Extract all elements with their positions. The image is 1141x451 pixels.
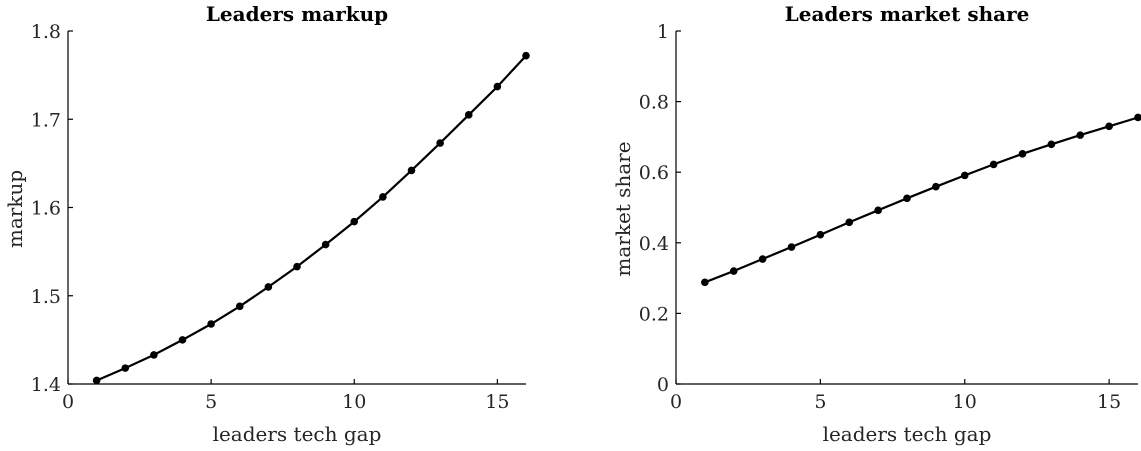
data-point bbox=[874, 206, 882, 215]
x-tick-label: 15 bbox=[1097, 391, 1121, 413]
data-point bbox=[379, 193, 387, 201]
x-tick-label: 15 bbox=[485, 391, 509, 413]
y-axis-title: markup bbox=[3, 170, 27, 248]
data-point bbox=[235, 302, 244, 311]
x-tick-label: 0 bbox=[670, 391, 682, 413]
data-point bbox=[350, 217, 359, 226]
data-point bbox=[436, 139, 444, 147]
data-point bbox=[787, 243, 796, 251]
data-point bbox=[1105, 122, 1113, 131]
data-point bbox=[150, 351, 158, 359]
y-tick-label: 0.8 bbox=[639, 92, 669, 114]
series-line bbox=[96, 54, 527, 382]
data-point bbox=[1134, 113, 1141, 122]
x-axis-title: leaders tech gap bbox=[823, 422, 992, 446]
data-point bbox=[1018, 150, 1027, 158]
data-point bbox=[701, 278, 709, 287]
chart-title: Leaders markup bbox=[206, 2, 388, 26]
market-share-chart: Leaders market share leaders tech gap ma… bbox=[611, 2, 1141, 446]
data-point bbox=[407, 166, 416, 175]
data-point bbox=[522, 51, 530, 60]
data-point bbox=[92, 376, 101, 385]
data-point bbox=[264, 283, 273, 291]
data-point bbox=[293, 262, 301, 271]
data-point bbox=[121, 364, 130, 372]
y-tick-label: 0.4 bbox=[639, 233, 669, 255]
y-tick-label: 0 bbox=[657, 374, 669, 396]
data-point bbox=[207, 320, 215, 328]
data-point bbox=[989, 160, 998, 169]
data-point bbox=[321, 240, 330, 249]
x-tick-label: 5 bbox=[814, 391, 826, 413]
data-point bbox=[464, 111, 473, 119]
x-tick-label: 0 bbox=[62, 391, 74, 413]
x-tick-label: 5 bbox=[205, 391, 217, 413]
data-point bbox=[816, 230, 825, 239]
y-tick-label: 0.2 bbox=[639, 303, 669, 325]
x-tick-label: 10 bbox=[342, 391, 366, 413]
y-tick-label: 1.7 bbox=[31, 109, 61, 131]
data-point bbox=[1047, 140, 1056, 149]
data-point bbox=[178, 336, 187, 344]
chart-title: Leaders market share bbox=[785, 2, 1030, 26]
data-point bbox=[903, 194, 911, 203]
x-tick-label: 10 bbox=[953, 391, 977, 413]
data-point bbox=[493, 82, 502, 91]
data-point bbox=[960, 171, 969, 180]
series-line bbox=[704, 116, 1139, 284]
y-axis-title: market share bbox=[611, 141, 635, 276]
y-tick-label: 0.6 bbox=[639, 162, 669, 184]
y-tick-label: 1.6 bbox=[31, 198, 61, 220]
data-point bbox=[845, 218, 854, 227]
markup-chart: Leaders markup leaders tech gap markup 0… bbox=[3, 2, 530, 446]
y-tick-label: 1.8 bbox=[31, 21, 61, 43]
data-point bbox=[1076, 131, 1085, 139]
y-tick-label: 1.4 bbox=[31, 374, 61, 396]
data-point bbox=[932, 182, 940, 191]
x-axis-title: leaders tech gap bbox=[213, 422, 382, 446]
data-point bbox=[758, 255, 767, 263]
data-point bbox=[729, 267, 738, 275]
y-tick-label: 1 bbox=[657, 21, 669, 43]
y-tick-label: 1.5 bbox=[31, 286, 61, 308]
